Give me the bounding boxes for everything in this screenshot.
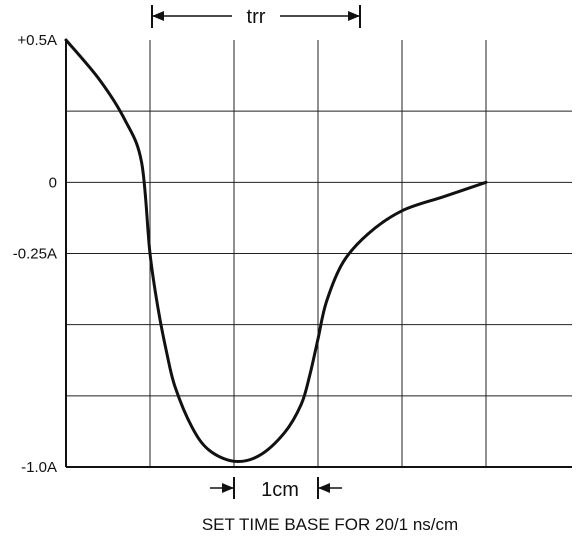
cm-left-arrowhead	[222, 483, 234, 493]
grid	[66, 40, 572, 467]
cm-right-arrowhead	[318, 483, 330, 493]
y-tick-label: 0	[49, 174, 57, 191]
y-tick-label: +0.5A	[17, 32, 57, 49]
trr-right-arrowhead	[348, 11, 360, 21]
annotations: trr 1cm	[151, 5, 361, 501]
y-tick-labels: +0.5A 0 -0.25A -1.0A	[13, 32, 57, 476]
y-tick-label: -1.0A	[21, 459, 57, 476]
x-axis-label: SET TIME BASE FOR 20/1 ns/cm	[202, 515, 458, 534]
trr-left-arrowhead	[152, 11, 164, 21]
cm-label: 1cm	[261, 479, 299, 501]
current-waveform-line	[64, 38, 488, 464]
trr-label: trr	[247, 6, 266, 28]
y-tick-label: -0.25A	[13, 246, 57, 263]
axes	[65, 40, 572, 468]
